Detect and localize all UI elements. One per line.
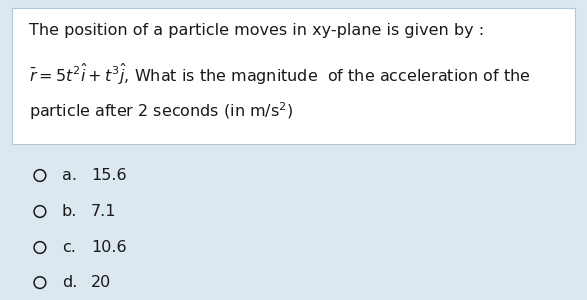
Text: 7.1: 7.1 [91, 204, 116, 219]
Text: c.: c. [62, 240, 76, 255]
Text: d.: d. [62, 275, 77, 290]
Text: particle after 2 seconds (in m/s$^2$): particle after 2 seconds (in m/s$^2$) [29, 100, 294, 122]
Text: 15.6: 15.6 [91, 168, 127, 183]
Text: $\bar{r}=5t^2\hat{i}+t^3\hat{j}$, What is the magnitude  of the acceleration of : $\bar{r}=5t^2\hat{i}+t^3\hat{j}$, What i… [29, 61, 531, 86]
Text: b.: b. [62, 204, 77, 219]
Text: 20: 20 [91, 275, 111, 290]
Text: a.: a. [62, 168, 77, 183]
FancyBboxPatch shape [12, 8, 575, 144]
Text: 10.6: 10.6 [91, 240, 127, 255]
Text: The position of a particle moves in xy-plane is given by :: The position of a particle moves in xy-p… [29, 22, 484, 38]
